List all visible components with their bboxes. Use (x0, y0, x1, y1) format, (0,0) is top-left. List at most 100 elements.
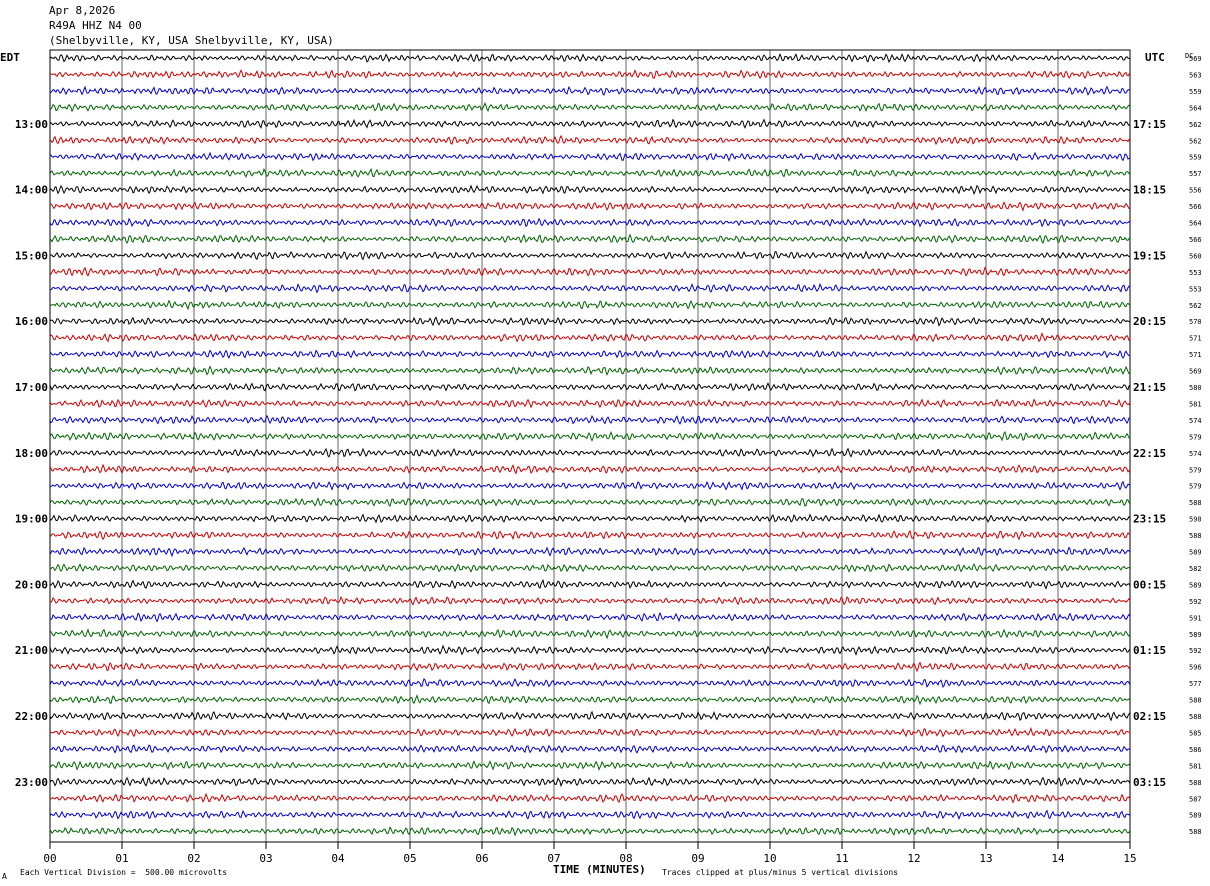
dc-offset-value: 560 (1189, 252, 1202, 260)
dc-offset-value: 588 (1189, 713, 1202, 721)
seismic-trace (49, 151, 1131, 162)
chart-grid (49, 49, 1131, 843)
seismic-trace (49, 85, 1131, 96)
right-hour-label: 03:15 (1133, 776, 1166, 789)
dc-column-label: DC (1185, 52, 1193, 60)
seismic-trace (49, 382, 1131, 392)
x-tick-label: 15 (1123, 852, 1136, 865)
header-station: R49A HHZ N4 00 (49, 19, 142, 32)
seismic-trace (49, 826, 1131, 837)
seismic-trace (49, 661, 1131, 673)
seismic-trace (49, 102, 1131, 113)
seismic-trace (49, 349, 1131, 359)
dc-offset-value: 566 (1189, 203, 1202, 211)
seismic-trace (49, 546, 1131, 558)
seismic-trace (49, 53, 1131, 64)
x-tick-label: 11 (835, 852, 848, 865)
dc-offset-value: 574 (1189, 450, 1202, 458)
scale-note: Each Vertical Division = 500.00 microvol… (20, 868, 228, 877)
seismic-trace (49, 118, 1131, 129)
left-hour-label: 15:00 (15, 249, 48, 262)
dc-offset-value: 586 (1189, 746, 1202, 754)
x-tick-label: 02 (187, 852, 200, 865)
seismic-trace (49, 792, 1131, 804)
seismic-trace (49, 578, 1131, 590)
right-timezone-label: UTC (1145, 51, 1165, 64)
left-hour-label: 16:00 (15, 315, 48, 328)
x-tick-label: 12 (907, 852, 920, 865)
dc-offset-value: 570 (1189, 318, 1202, 326)
left-hour-label: 21:00 (15, 644, 48, 657)
dc-offset-value: 553 (1189, 269, 1202, 277)
x-tick-label: 07 (547, 852, 560, 865)
seismic-trace (49, 217, 1131, 228)
x-tick-label: 05 (403, 852, 416, 865)
dc-offset-value: 562 (1189, 121, 1202, 129)
seismic-trace (49, 463, 1131, 475)
x-axis: 00 01 02 03 04 05 06 07 08 09 10 11 12 13 14 15 (43, 842, 1137, 865)
dc-offset-value: 589 (1189, 549, 1202, 557)
dc-offset-value: 590 (1189, 516, 1202, 524)
dc-offset-value: 579 (1189, 433, 1202, 441)
dc-offset-value: 589 (1189, 581, 1202, 589)
left-hour-axis: 13:00 14:00 15:00 16:00 17:00 18:00 19:00 20:00… (15, 118, 48, 789)
seismic-trace (49, 134, 1131, 146)
x-tick-label: 10 (763, 852, 776, 865)
dc-offset-value: 569 (1189, 55, 1202, 63)
dc-offset-value: 588 (1189, 532, 1202, 540)
dc-offset-value: 559 (1189, 88, 1202, 96)
left-hour-label: 13:00 (15, 118, 48, 131)
left-timezone-label: EDT (0, 51, 20, 64)
seismic-trace (49, 710, 1131, 722)
dc-offset-value: 562 (1189, 137, 1202, 145)
left-hour-label: 20:00 (15, 578, 48, 591)
right-hour-label: 17:15 (1133, 118, 1166, 131)
dc-offset-value: 591 (1189, 614, 1202, 622)
dc-offset-value: 581 (1189, 400, 1202, 408)
right-hour-label: 23:15 (1133, 513, 1166, 526)
seismic-trace (49, 316, 1131, 327)
x-tick-label: 09 (691, 852, 704, 865)
seismic-trace (49, 694, 1131, 706)
seismic-trace (49, 184, 1131, 196)
dc-offset-value: 589 (1189, 631, 1202, 639)
seismic-trace (49, 744, 1131, 754)
dc-offset-value: 569 (1189, 368, 1202, 376)
seismic-trace (49, 430, 1131, 442)
dc-offset-value: 580 (1189, 384, 1202, 392)
seismic-trace (49, 250, 1131, 261)
dc-offset-value: 557 (1189, 170, 1202, 178)
clip-note: Traces clipped at plus/minus 5 vertical … (662, 868, 899, 877)
dc-offset-value: 582 (1189, 565, 1202, 573)
right-hour-axis: 17:15 18:15 19:15 20:15 21:15 22:15 23:15 00:15… (1133, 118, 1166, 789)
right-hour-label: 02:15 (1133, 710, 1166, 723)
seismic-trace (49, 677, 1131, 688)
seismic-trace (49, 644, 1131, 656)
dc-offset-value: 588 (1189, 828, 1202, 836)
x-tick-label: 04 (331, 852, 345, 865)
x-tick-label: 13 (979, 852, 992, 865)
seismic-trace (49, 414, 1131, 425)
dc-offset-column: 569 563 559 564 562 562 559 557 556 566 564 566 560 5… (1189, 55, 1202, 836)
seismic-trace (49, 529, 1131, 541)
dc-offset-value: 588 (1189, 499, 1202, 507)
dc-offset-value: 579 (1189, 466, 1202, 474)
dc-offset-value: 581 (1189, 762, 1202, 770)
dc-offset-value: 566 (1189, 236, 1202, 244)
seismic-trace (49, 69, 1131, 80)
right-hour-label: 22:15 (1133, 447, 1166, 460)
dc-offset-value: 559 (1189, 154, 1202, 162)
dc-offset-value: 577 (1189, 680, 1202, 688)
seismic-trace (49, 167, 1131, 178)
x-tick-label: 03 (259, 852, 272, 865)
seismic-trace (49, 563, 1131, 573)
seismic-trace (49, 398, 1131, 409)
right-hour-label: 20:15 (1133, 315, 1166, 328)
seismic-trace (49, 266, 1131, 277)
x-tick-label: 06 (475, 852, 488, 865)
seismic-trace (49, 595, 1131, 606)
dc-offset-value: 562 (1189, 302, 1202, 310)
right-hour-label: 21:15 (1133, 381, 1166, 394)
seismic-trace (49, 513, 1131, 524)
